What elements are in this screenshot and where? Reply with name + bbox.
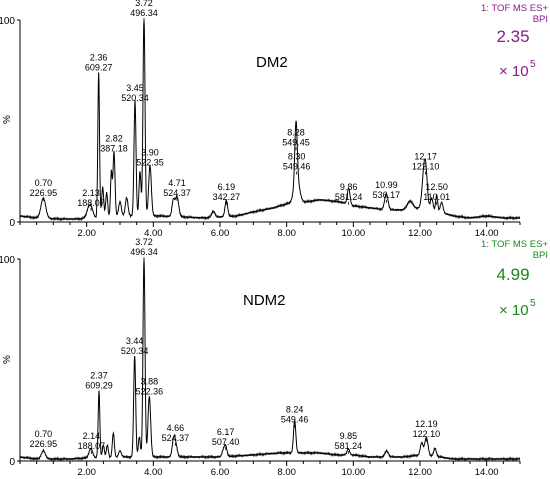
- y-axis-label: %: [2, 115, 13, 124]
- peak-mz-label: 520.34: [121, 93, 149, 103]
- peak-mz-label: 536.17: [373, 190, 401, 200]
- header-line2: BPI: [533, 14, 548, 25]
- peak-mz-label: 188.07: [78, 441, 106, 451]
- peak-mz-label: 110.01: [423, 192, 450, 202]
- x-tick-label: 12.00: [408, 467, 432, 478]
- peak-rt-label: 2.37: [90, 370, 108, 380]
- x-tick-label: 8.00: [277, 467, 296, 478]
- peak-rt-label: 12.19: [415, 419, 438, 429]
- x-tick-label: 10.00: [341, 228, 365, 239]
- x-tick-label: 6.00: [211, 467, 230, 478]
- peak-rt-label: 4.71: [168, 178, 186, 188]
- peak-rt-label: 3.90: [141, 148, 159, 158]
- y-tick-100: 100: [0, 255, 15, 266]
- peak-rt-label: 3.44: [126, 336, 144, 346]
- x-tick-label: 12.00: [408, 228, 432, 239]
- peak-rt-label: 0.70: [35, 178, 53, 188]
- peak-mz-label: 522.36: [136, 386, 164, 396]
- y-tick-0: 0: [9, 218, 15, 229]
- header-line2: BPI: [533, 250, 548, 261]
- x-tick-label: 4.00: [144, 228, 163, 239]
- peak-mz-label: 549.45: [282, 137, 310, 147]
- peak-rt-label: 8.24: [286, 405, 304, 415]
- peak-rt-label: 6.19: [218, 182, 236, 192]
- peak-mz-label: 609.27: [85, 63, 113, 73]
- peak-mz-label: 226.95: [30, 188, 58, 198]
- header-line1: 1: TOF MS ES+: [481, 239, 548, 250]
- panel-dm2: 1: TOF MS ES+ BPI 2.35 × 10 5 DM2 % 100 …: [0, 0, 548, 239]
- peak-rt-label: 3.88: [141, 376, 159, 386]
- chromatogram-trace: [19, 19, 521, 222]
- peak-rt-label: 3.45: [126, 83, 144, 93]
- peak-rt-label: 2.82: [105, 133, 123, 143]
- peak-rt-label: 9.86: [340, 182, 358, 192]
- peak-rt-label: 3.72: [135, 0, 153, 8]
- intensity-value: 4.99: [496, 265, 529, 284]
- peak-mz-label: 520.34: [121, 346, 149, 356]
- peak-mz-label: 581.24: [335, 441, 363, 451]
- peak-rt-label: 8.28: [287, 127, 305, 137]
- x-tick-label: 14.00: [475, 467, 499, 478]
- peak-mz-label: 549.46: [283, 162, 311, 172]
- peak-rt-label: 4.66: [167, 423, 185, 433]
- peak-mz-label: 581.24: [335, 192, 363, 202]
- peak-mz-label: 524.37: [162, 433, 190, 443]
- sample-label: DM2: [256, 54, 288, 71]
- peak-mz-label: 507.40: [212, 437, 240, 447]
- peak-rt-label: 2.14: [83, 431, 101, 441]
- x-tick-label: 14.00: [475, 228, 499, 239]
- peak-mz-label: 496.34: [130, 247, 158, 257]
- x-tick-label: 6.00: [211, 228, 230, 239]
- peak-mz-label: 122.10: [412, 162, 440, 172]
- peak-mz-label: 524.37: [163, 188, 191, 198]
- y-tick-100: 100: [0, 16, 15, 27]
- chromatogram-trace: [19, 258, 521, 462]
- peak-mz-label: 122.10: [413, 429, 441, 439]
- peak-rt-label: 8.30: [288, 152, 306, 162]
- peak-mz-label: 188.07: [77, 198, 105, 208]
- sample-label: NDM2: [243, 292, 286, 309]
- peak-mz-label: 342.27: [213, 192, 241, 202]
- peak-rt-label: 2.36: [90, 53, 108, 63]
- peak-rt-label: 3.72: [135, 237, 153, 247]
- plot-area: 2.00 4.00 6.00 8.00 10.00 12.00 14.00 0.70226.9…: [17, 0, 521, 239]
- peak-mz-label: 609.29: [85, 380, 113, 390]
- peak-rt-label: 12.17: [414, 152, 437, 162]
- x-tick-label: 4.00: [144, 467, 163, 478]
- y-axis-label: %: [2, 355, 13, 364]
- panel-ndm2: 1: TOF MS ES+ BPI 4.99 × 10 5 NDM2 % 100…: [0, 237, 548, 478]
- peak-mz-label: 522.35: [136, 158, 164, 168]
- peak-mz-label: 387.18: [100, 143, 128, 153]
- peak-rt-label: 6.17: [217, 427, 235, 437]
- intensity-unit: × 10: [499, 302, 529, 319]
- intensity-unit: × 10: [499, 63, 529, 80]
- peak-mz-label: 549.46: [281, 415, 309, 425]
- header-line1: 1: TOF MS ES+: [481, 3, 548, 14]
- peak-rt-label: 12.50: [425, 182, 448, 192]
- intensity-exponent: 5: [530, 298, 536, 309]
- peak-mz-label: 226.95: [30, 439, 58, 449]
- x-tick-label: 2.00: [77, 228, 96, 239]
- peak-mz-label: 496.34: [130, 8, 158, 18]
- peak-rt-label: 0.70: [35, 429, 53, 439]
- peak-rt-label: 2.13: [82, 188, 100, 198]
- x-tick-label: 8.00: [277, 228, 296, 239]
- plot-area: 2.00 4.00 6.00 8.00 10.00 12.00 14.00 0.70226.9…: [17, 237, 521, 478]
- peak-rt-label: 9.85: [340, 431, 358, 441]
- x-tick-label: 10.00: [341, 467, 365, 478]
- peak-rt-label: 10.99: [375, 180, 398, 190]
- intensity-exponent: 5: [530, 59, 536, 70]
- y-tick-0: 0: [9, 457, 15, 468]
- x-tick-label: 2.00: [77, 467, 96, 478]
- intensity-value: 2.35: [496, 27, 529, 46]
